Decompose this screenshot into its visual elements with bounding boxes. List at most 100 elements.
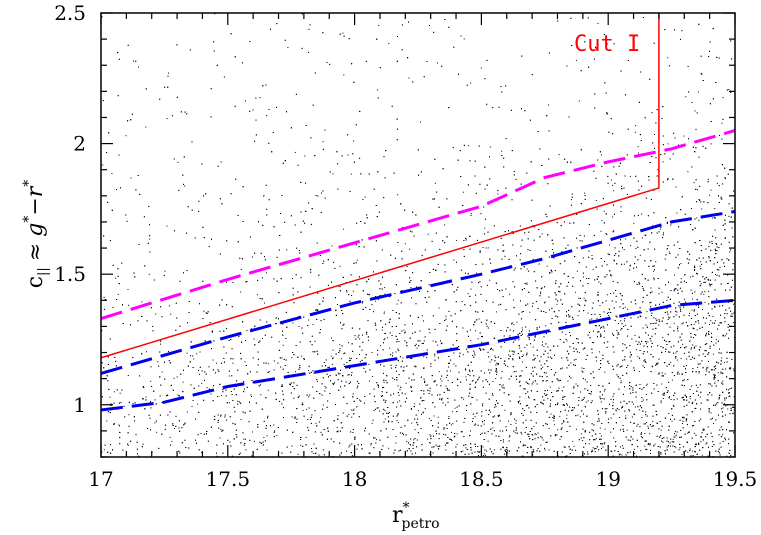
scatter-point [196,353,198,355]
scatter-point [266,115,268,117]
scatter-point [710,189,712,191]
scatter-point [550,356,551,358]
scatter-point [686,358,688,360]
scatter-point [682,423,683,424]
scatter-point [659,228,661,230]
scatter-point [292,322,294,324]
scatter-point [414,429,416,431]
scatter-point [480,67,482,69]
scatter-point [492,427,494,429]
scatter-point [674,430,676,432]
scatter-point [343,74,345,76]
scatter-point [680,263,682,265]
scatter-point [341,358,343,360]
scatter-point [595,438,597,440]
scatter-point [526,268,528,270]
scatter-point [651,315,652,316]
scatter-point [542,439,544,441]
scatter-point [456,433,458,435]
scatter-point [684,298,685,300]
scatter-point [660,429,662,431]
scatter-point [424,382,425,384]
scatter-point [603,443,605,445]
scatter-point [604,428,606,430]
scatter-point [429,332,431,334]
scatter-point [252,382,254,384]
scatter-point [371,422,373,424]
scatter-point [708,290,710,292]
scatter-point [715,342,717,344]
scatter-point [637,146,639,148]
scatter-point [346,362,348,363]
scatter-point [411,297,412,299]
scatter-point [599,433,601,434]
scatter-point [437,344,439,346]
scatter-point [673,322,675,324]
scatter-point [210,393,212,395]
scatter-point [379,345,381,347]
scatter-point [184,423,186,425]
scatter-point [635,349,637,351]
scatter-point [676,311,678,313]
scatter-point [701,454,703,456]
scatter-point [532,346,534,348]
scatter-point [424,408,426,409]
scatter-point [704,350,706,351]
scatter-point [376,407,378,409]
scatter-point [305,436,307,438]
scatter-point [404,243,406,245]
scatter-point [389,347,391,349]
scatter-point [109,396,111,398]
scatter-point [603,336,605,338]
scatter-point [313,453,315,455]
scatter-point [709,194,711,196]
scatter-point [712,353,714,355]
scatter-point [621,299,622,301]
scatter-point [332,357,334,359]
scatter-point [412,332,413,334]
scatter-point [604,371,606,373]
scatter-point [146,351,147,353]
scatter-point [645,384,647,386]
scatter-point [423,367,425,369]
scatter-point [320,329,321,330]
scatter-point [549,272,551,274]
scatter-point [214,418,216,420]
scatter-point [384,418,386,420]
scatter-point [434,355,436,357]
scatter-point [102,164,104,166]
scatter-point [524,347,526,349]
scatter-point [546,380,548,381]
scatter-point [351,357,352,359]
scatter-point [691,347,692,349]
scatter-point [620,320,622,322]
scatter-point [638,409,640,411]
scatter-point [339,348,341,349]
scatter-point [513,299,514,301]
scatter-point [655,261,657,263]
scatter-point [646,383,648,385]
scatter-point [487,440,489,442]
scatter-point [495,378,497,380]
scatter-point [220,395,222,397]
scatter-point [599,305,601,307]
scatter-point [661,383,663,385]
scatter-point [415,343,417,345]
scatter-point [570,362,572,364]
scatter-point [485,454,486,456]
scatter-point [654,322,656,324]
scatter-point [597,294,598,296]
scatter-point [434,182,436,184]
scatter-point [501,150,503,152]
scatter-point [308,396,310,398]
scatter-point [608,312,610,313]
scatter-point [518,339,520,341]
scatter-point [315,422,317,424]
scatter-point [603,210,605,212]
scatter-point [103,449,105,451]
scatter-point [244,388,245,390]
scatter-point [630,245,632,247]
scatter-point [429,442,430,444]
scatter-point [533,399,535,401]
scatter-point [662,161,664,163]
